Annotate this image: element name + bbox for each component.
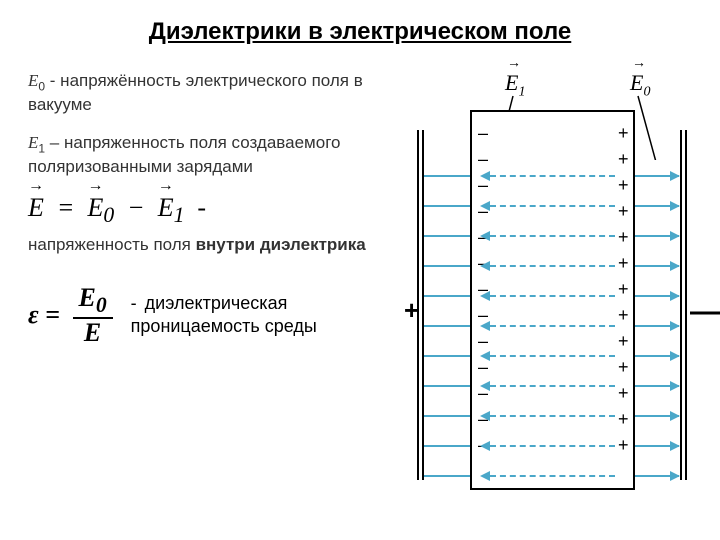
minus-sign: — <box>690 295 720 329</box>
epsilon-desc: -диэлектрическая проницаемость среды <box>131 292 398 337</box>
dielectric-slab <box>470 110 635 490</box>
main-formula-desc: напряженность поля внутри диэлектрика <box>28 234 398 255</box>
bound-charges-right: +++++++++++++ <box>618 120 629 458</box>
diagram: →E1 →E0 + — ––––––––––––– +++++++++++++ <box>410 70 700 490</box>
plate-right <box>680 130 682 480</box>
definition-e0: E0 - напряжённость электрического поля в… <box>28 70 398 116</box>
definition-e1: E1 – напряженность поля создаваемого пол… <box>28 132 398 178</box>
plate-left <box>422 130 424 480</box>
epsilon-row: ε = E0 E -диэлектрическая проницаемость … <box>28 284 398 346</box>
plus-sign: + <box>404 295 419 326</box>
left-column: E0 - напряжённость электрического поля в… <box>28 70 398 346</box>
page-title: Диэлектрики в электрическом поле <box>0 18 720 46</box>
main-formula: E = E0 − E1 - <box>28 193 398 228</box>
epsilon-formula: ε = E0 E <box>28 284 113 346</box>
